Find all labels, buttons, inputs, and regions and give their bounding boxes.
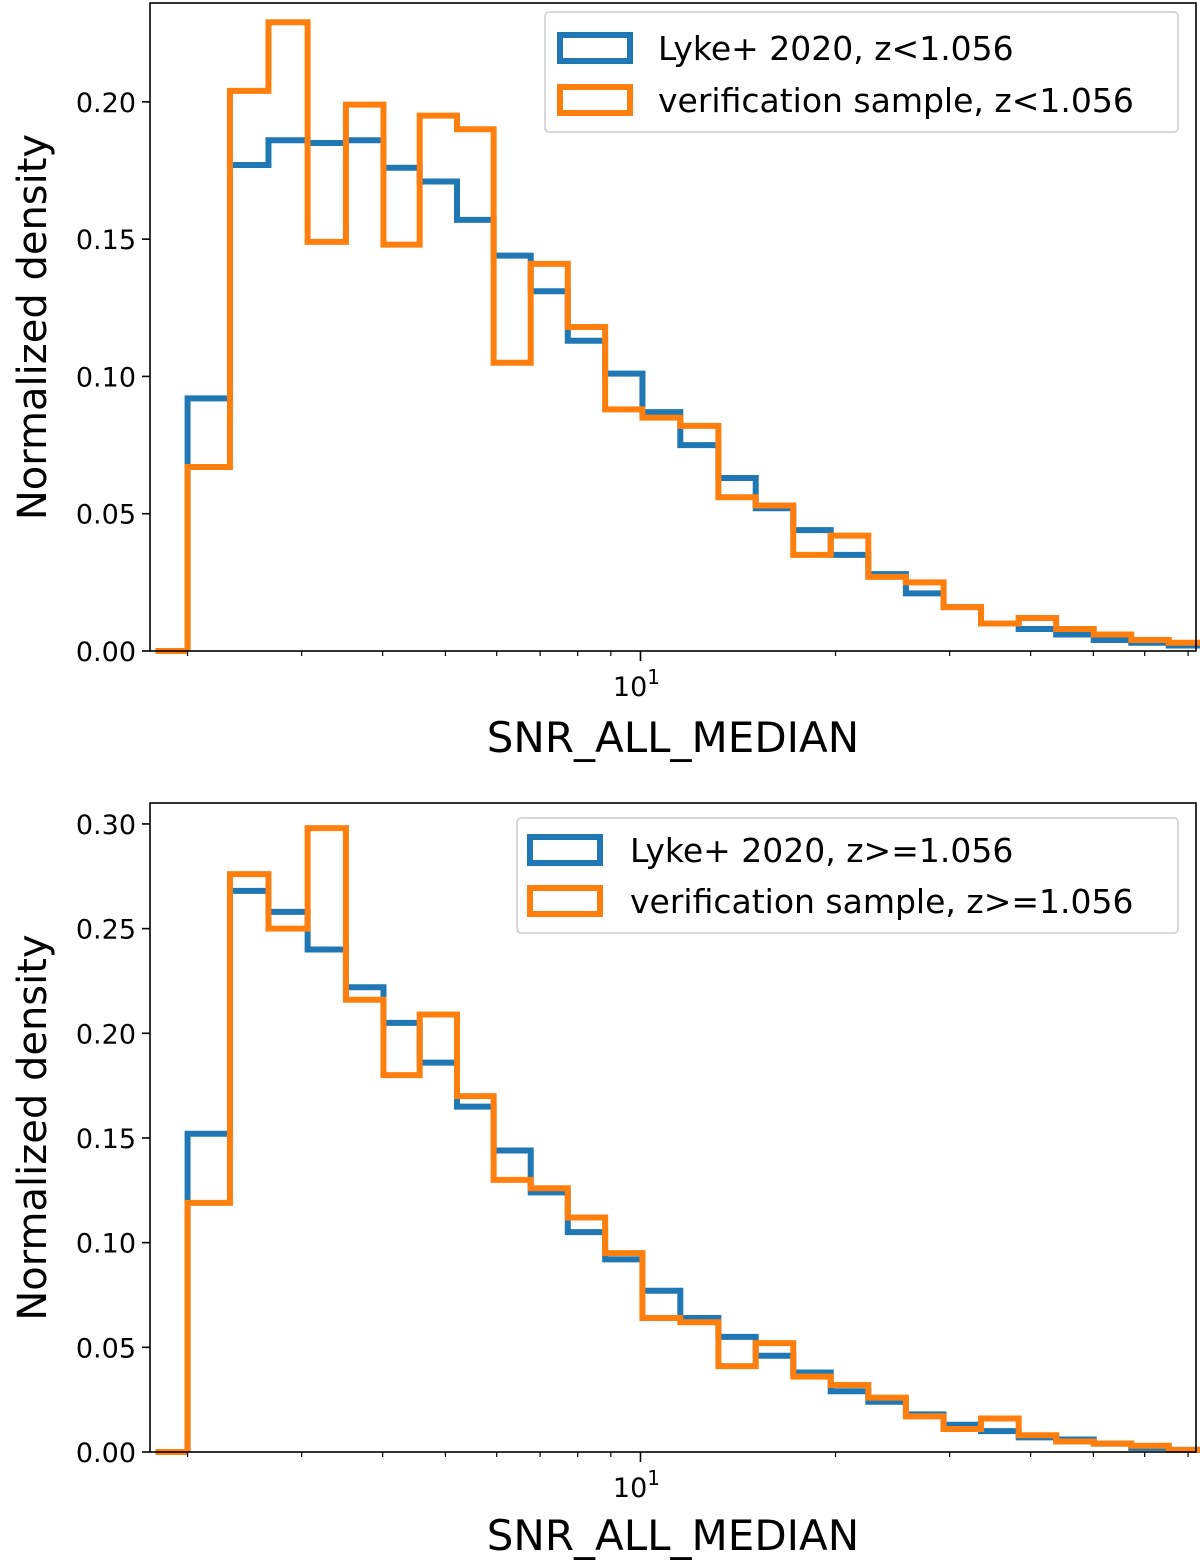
- y-tick-label: 0.00: [76, 1438, 136, 1469]
- bottom-y-axis: 0.00 0.05 0.10 0.15 0.20 0.25 0.30: [76, 810, 150, 1469]
- bottom-legend-box: [516, 817, 1179, 934]
- bottom-plot-frame: [149, 802, 1197, 1453]
- panel0-series1-histogram-line: [184, 19, 1200, 651]
- top-plot-frame: [149, 2, 1197, 652]
- x-tick-label: 101: [613, 1466, 660, 1504]
- y-tick-label: 0.30: [76, 810, 136, 841]
- y-tick-label: 0.15: [76, 225, 136, 256]
- y-tick-label: 0.15: [76, 1124, 136, 1155]
- y-tick-label: 0.20: [76, 1019, 136, 1050]
- y-tick-label: 0.20: [76, 88, 136, 119]
- panel0-series0-histogram-line: [184, 137, 1200, 651]
- bottom-x-axis-label: SNR_ALL_MEDIAN: [487, 1511, 859, 1560]
- y-tick-label: 0.25: [76, 915, 136, 946]
- y-tick-label: 0.05: [76, 500, 136, 531]
- top-y-axis: 0.00 0.05 0.10 0.15 0.20: [76, 88, 150, 668]
- top-x-axis: 101: [186, 651, 1189, 703]
- panel1-series1-histogram-line: [184, 825, 1200, 1453]
- bottom-histogram-panel: 0.00 0.05 0.10 0.15 0.20 0.25 0.30 101 SNR_ALL…: [10, 802, 1200, 1560]
- y-tick-label: 0.00: [76, 637, 136, 668]
- bottom-legend-swatch-verification: [527, 885, 603, 917]
- bottom-x-axis: 101: [186, 1452, 1189, 1504]
- panel1-series0-histogram-line: [184, 887, 1200, 1453]
- bottom-legend: Lyke+ 2020, z>=1.056 verification sample…: [516, 817, 1179, 934]
- bottom-y-axis-label: Normalized density: [10, 934, 56, 1320]
- x-tick-label: 101: [613, 665, 660, 703]
- top-histogram-panel: 0.000.050.100.150.20 101 SNR_ALL_MEDIAN …: [10, 2, 1200, 762]
- top-y-axis-label: Normalized density: [10, 134, 56, 520]
- top-legend-label-lyke: Lyke+ 2020, z<1.056: [658, 29, 1014, 68]
- y-tick-label: 0.05: [76, 1333, 136, 1364]
- bottom-legend-label-lyke: Lyke+ 2020, z>=1.056: [630, 831, 1013, 870]
- top-legend-swatch-verification: [557, 84, 633, 116]
- bottom-legend-swatch-lyke: [527, 834, 603, 866]
- top-legend-swatch-lyke: [557, 32, 633, 64]
- top-x-axis-label: SNR_ALL_MEDIAN: [487, 713, 859, 762]
- y-tick-label: 0.10: [76, 362, 136, 393]
- top-legend: Lyke+ 2020, z<1.056 verification sample,…: [544, 11, 1179, 133]
- bottom-legend-label-verification: verification sample, z>=1.056: [630, 882, 1133, 921]
- top-legend-box: [544, 11, 1179, 133]
- top-legend-label-verification: verification sample, z<1.056: [658, 81, 1134, 120]
- y-tick-label: 0.10: [76, 1229, 136, 1260]
